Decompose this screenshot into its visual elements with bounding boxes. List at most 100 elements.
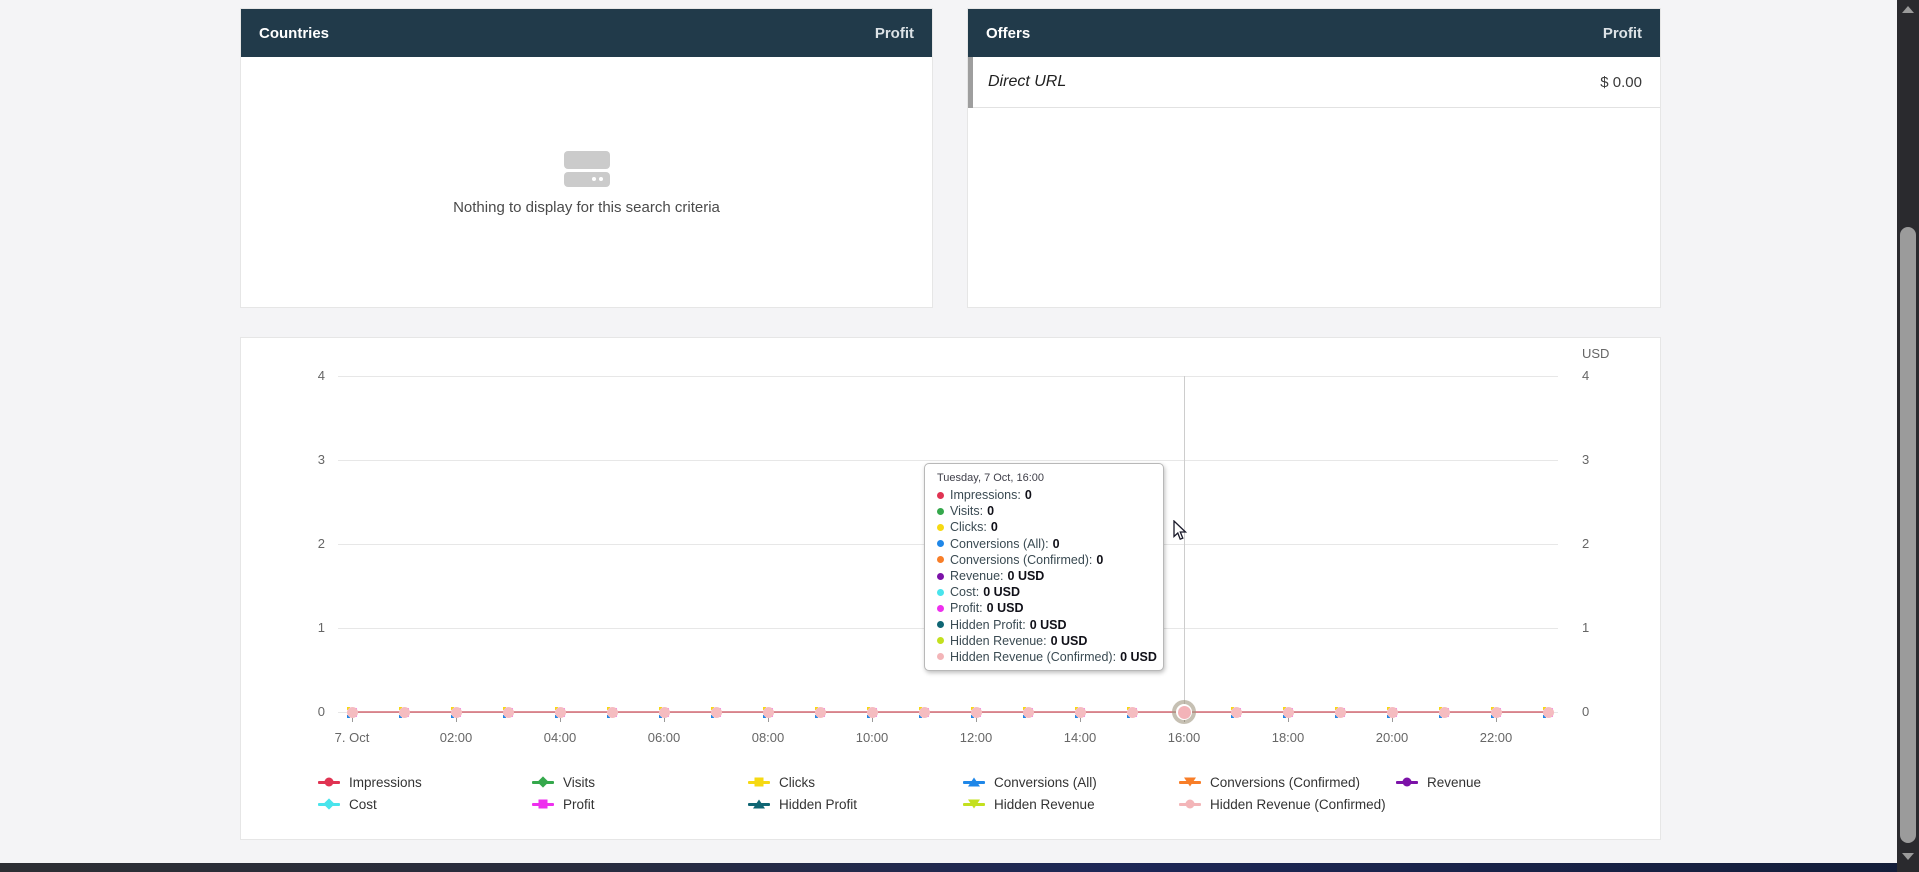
y-axis-tick-label-right: 2 <box>1582 536 1590 551</box>
data-point-marker[interactable] <box>606 706 618 718</box>
legend-item-hidden-revenue-confirmed[interactable]: Hidden Revenue (Confirmed) <box>1179 796 1386 812</box>
data-point-marker[interactable] <box>1022 706 1034 718</box>
legend-item-clicks[interactable]: Clicks <box>748 774 815 790</box>
countries-profit-column-header[interactable]: Profit <box>874 24 914 42</box>
scrollbar <box>1897 0 1919 872</box>
data-point-marker-hovered[interactable] <box>1172 700 1196 724</box>
tooltip-series-bullet-icon <box>937 637 944 645</box>
data-point-marker[interactable] <box>450 706 462 718</box>
tooltip-series-bullet-icon <box>937 523 944 531</box>
x-axis-tick <box>872 714 873 722</box>
offers-panel-header: Offers Profit <box>968 9 1660 57</box>
x-axis-tick <box>456 714 457 722</box>
tooltip-series-label: Profit: <box>950 601 983 616</box>
tooltip-series-bullet-icon <box>937 507 944 515</box>
tooltip-series-label: Hidden Revenue: <box>950 633 1047 648</box>
legend-marker-icon <box>318 775 340 789</box>
tooltip-row: Conversions (All): 0 <box>937 536 1151 552</box>
data-point-marker[interactable] <box>918 706 930 718</box>
tooltip-row: Profit: 0 USD <box>937 600 1151 616</box>
data-point-marker[interactable] <box>1282 706 1294 718</box>
data-point-marker[interactable] <box>762 706 774 718</box>
y-axis-tick-label-right: 0 <box>1582 704 1590 719</box>
legend-item-hidden-profit[interactable]: Hidden Profit <box>748 796 857 812</box>
offers-left-scrollbar[interactable] <box>968 57 973 108</box>
legend-item-conversions-confirmed[interactable]: Conversions (Confirmed) <box>1179 774 1360 790</box>
offer-row[interactable]: Direct URL $ 0.00 <box>968 57 1660 108</box>
tooltip-row: Cost: 0 USD <box>937 584 1151 600</box>
data-point-marker[interactable] <box>1126 706 1138 718</box>
data-point-marker[interactable] <box>1386 706 1398 718</box>
legend-item-cost[interactable]: Cost <box>318 796 377 812</box>
gridline <box>338 460 1558 461</box>
legend-label: Hidden Revenue <box>994 796 1095 812</box>
tooltip-series-value: 0 <box>1096 552 1104 567</box>
x-axis-tick-label: 10:00 <box>855 730 889 745</box>
data-point-marker[interactable] <box>710 706 722 718</box>
x-axis-tick-label: 16:00 <box>1167 730 1201 745</box>
data-point-marker[interactable] <box>658 706 670 718</box>
offers-table: Direct URL $ 0.00 <box>968 57 1660 309</box>
y-axis-tick-label-left: 1 <box>317 620 325 635</box>
y-axis-tick-label-left: 3 <box>317 452 325 467</box>
tooltip-series-bullet-icon <box>937 572 944 580</box>
data-point-marker[interactable] <box>1230 706 1242 718</box>
data-point-marker[interactable] <box>346 706 358 718</box>
countries-panel: Countries Profit Nothing to display for … <box>240 8 933 308</box>
data-point-marker[interactable] <box>970 706 982 718</box>
offer-name[interactable]: Direct URL <box>988 73 1067 90</box>
legend-label: Hidden Profit <box>779 796 858 812</box>
x-axis-tick <box>768 714 769 722</box>
tooltip-series-label: Hidden Revenue (Confirmed): <box>950 649 1117 664</box>
legend-item-revenue[interactable]: Revenue <box>1396 774 1481 790</box>
data-point-marker[interactable] <box>866 706 878 718</box>
tooltip-series-bullet-icon <box>937 653 944 661</box>
legend-marker-icon <box>963 797 985 811</box>
y-axis-tick-label-left: 2 <box>317 536 325 551</box>
tooltip-series-bullet-icon <box>937 621 944 629</box>
legend-item-profit[interactable]: Profit <box>532 796 595 812</box>
x-axis-tick-label: 18:00 <box>1271 730 1305 745</box>
tooltip-title: Tuesday, 7 Oct, 16:00 <box>937 472 1045 484</box>
legend-marker-icon <box>1179 797 1201 811</box>
chart-tooltip: Tuesday, 7 Oct, 16:00 Impressions: 0 Visit… <box>924 463 1164 671</box>
data-point-marker[interactable] <box>502 706 514 718</box>
series-line <box>352 711 1548 713</box>
legend-label: Cost <box>349 796 377 812</box>
y-axis-tick-label-right: 1 <box>1582 620 1590 635</box>
offers-panel-title: Offers <box>986 24 1031 42</box>
data-point-marker[interactable] <box>1438 706 1450 718</box>
offers-profit-column-header[interactable]: Profit <box>1602 24 1642 42</box>
x-axis-tick-label: 12:00 <box>959 730 993 745</box>
data-point-marker[interactable] <box>814 706 826 718</box>
data-point-marker[interactable] <box>1334 706 1346 718</box>
data-point-marker[interactable] <box>398 706 410 718</box>
scrollbar-down-arrow-icon[interactable] <box>1902 853 1914 860</box>
x-axis-tick-label: 7. Oct <box>334 730 370 745</box>
legend-item-conversions-all[interactable]: Conversions (All) <box>963 774 1097 790</box>
scrollbar-up-arrow-icon[interactable] <box>1902 6 1914 13</box>
tooltip-series-value: 0 USD <box>1120 649 1157 664</box>
x-axis-tick <box>976 714 977 722</box>
data-point-marker[interactable] <box>1074 706 1086 718</box>
legend-label: Conversions (All) <box>994 774 1097 790</box>
x-axis-tick-label: 06:00 <box>647 730 681 745</box>
countries-empty-state: Nothing to display for this search crite… <box>241 57 932 309</box>
scrollbar-thumb[interactable] <box>1900 227 1916 843</box>
data-point-marker[interactable] <box>554 706 566 718</box>
legend-item-impressions[interactable]: Impressions <box>318 774 422 790</box>
tooltip-series-label: Conversions (Confirmed): <box>950 552 1093 567</box>
data-point-marker[interactable] <box>1490 706 1502 718</box>
legend-item-visits[interactable]: Visits <box>532 774 595 790</box>
tooltip-series-value: 0 USD <box>983 585 1021 600</box>
tooltip-series-value: 0 <box>990 520 998 535</box>
tooltip-series-value: 0 <box>987 504 995 519</box>
legend-item-hidden-revenue[interactable]: Hidden Revenue <box>963 796 1095 812</box>
data-point-marker[interactable] <box>1542 706 1554 718</box>
offer-profit-value: $ 0.00 <box>1600 73 1642 91</box>
tooltip-series-value: 0 <box>1052 536 1060 551</box>
tooltip-series-value: 0 <box>1024 488 1032 503</box>
crosshair-line <box>1184 376 1185 712</box>
legend-label: Hidden Revenue (Confirmed) <box>1210 796 1386 812</box>
x-axis-tick-label: 22:00 <box>1479 730 1513 745</box>
